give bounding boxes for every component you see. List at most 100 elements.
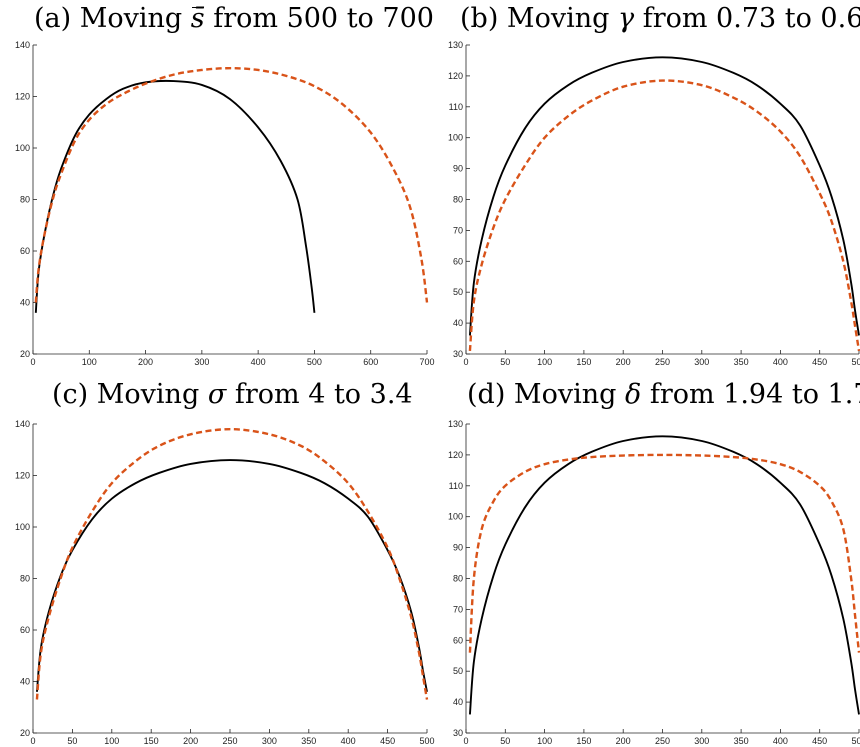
- y-tick-label-a: 100: [15, 143, 30, 153]
- chart-b: 30 40 50 60 70 80 90 100 110 120 130 0 50 100 150 200 25…: [448, 40, 860, 367]
- panel-title-c-suffix: from 4 to 3.4: [226, 379, 413, 410]
- x-tick-label-d: 150: [576, 736, 591, 746]
- y-tick-label-c: 120: [15, 471, 30, 481]
- y-tick-label-b: 90: [453, 164, 463, 174]
- x-tick-label-d: 350: [734, 736, 749, 746]
- y-tick-label-b: 120: [448, 71, 463, 81]
- series-line-d-solid: [468, 435, 860, 715]
- x-tick-label-c: 400: [341, 736, 356, 746]
- y-tick-label-d: 90: [453, 543, 463, 553]
- y-tick-label-d: 50: [453, 666, 463, 676]
- x-tick-label-a: 400: [251, 357, 266, 367]
- panel-title-a-suffix: from 500 to 700: [204, 3, 434, 34]
- y-tick-label-c: 60: [20, 625, 30, 635]
- y-tick-label-c: 40: [20, 677, 30, 687]
- x-tick-label-d: 50: [500, 736, 510, 746]
- y-tick-label-d: 120: [448, 450, 463, 460]
- x-tick-label-a: 0: [30, 357, 35, 367]
- x-tick-label-b: 500: [851, 357, 860, 367]
- panel-title-a: (a) Moving s̄ from 500 to 700: [34, 5, 434, 32]
- x-tick-label-b: 400: [773, 357, 788, 367]
- panel-title-d-suffix: from 1.94 to 1.7: [641, 379, 860, 410]
- series-line-a-dashed: [34, 66, 429, 303]
- x-tick-label-c: 150: [144, 736, 159, 746]
- panel-title-d: (d) Moving δ from 1.94 to 1.7: [467, 381, 860, 408]
- x-tick-label-d: 100: [537, 736, 552, 746]
- x-tick-label-d: 300: [694, 736, 709, 746]
- x-tick-label-d: 250: [655, 736, 670, 746]
- panel-title-c-prefix: (c) Moving: [52, 379, 208, 410]
- x-tick-label-a: 200: [138, 357, 153, 367]
- y-tick-label-d: 100: [448, 512, 463, 522]
- panel-title-a-prefix: (a) Moving: [34, 3, 191, 34]
- y-tick-label-a: 80: [20, 195, 30, 205]
- x-tick-label-b: 0: [463, 357, 468, 367]
- panel-title-b-symbol: γ: [617, 3, 635, 34]
- y-tick-label-c: 20: [20, 728, 30, 738]
- x-tick-label-c: 250: [222, 736, 237, 746]
- y-tick-label-d: 80: [453, 574, 463, 584]
- x-tick-label-c: 100: [104, 736, 119, 746]
- panel-title-b-prefix: (b) Moving: [460, 3, 618, 34]
- x-tick-label-a: 700: [419, 357, 434, 367]
- series-line-b-solid: [468, 56, 860, 336]
- y-tick-label-b: 130: [448, 40, 463, 50]
- chart-d: 30 40 50 60 70 80 90 100 110 120 130 0 50 100 150 200 25…: [448, 419, 860, 746]
- panel-title-a-symbol: s̄: [190, 3, 205, 34]
- x-tick-label-c: 200: [183, 736, 198, 746]
- y-tick-label-a: 120: [15, 92, 30, 102]
- x-tick-label-d: 400: [773, 736, 788, 746]
- y-tick-label-b: 100: [448, 133, 463, 143]
- x-tick-label-d: 450: [812, 736, 827, 746]
- y-tick-label-d: 130: [448, 419, 463, 429]
- x-tick-label-b: 200: [616, 357, 631, 367]
- x-tick-label-c: 300: [262, 736, 277, 746]
- x-tick-label-c: 350: [301, 736, 316, 746]
- x-tick-label-d: 500: [851, 736, 860, 746]
- y-tick-label-c: 80: [20, 574, 30, 584]
- panel-title-d-symbol: δ: [624, 379, 642, 410]
- y-tick-label-a: 60: [20, 246, 30, 256]
- x-tick-label-b: 150: [576, 357, 591, 367]
- y-tick-label-c: 140: [15, 419, 30, 429]
- y-tick-label-b: 50: [453, 287, 463, 297]
- panel-title-c-symbol: σ: [207, 379, 227, 410]
- y-tick-label-b: 40: [453, 318, 463, 328]
- y-tick-label-a: 20: [20, 349, 30, 359]
- y-tick-label-a: 40: [20, 298, 30, 308]
- chart-a: 20 40 60 80 100 120 140 0 100 200 300 400 500 600 700: [15, 40, 435, 367]
- y-tick-label-d: 110: [449, 481, 463, 491]
- y-tick-label-b: 110: [449, 102, 463, 112]
- chart-c: 20 40 60 80 100 120 140 0 50 100 150 200 250 300 350 40…: [15, 419, 435, 746]
- x-tick-label-a: 100: [82, 357, 97, 367]
- panel-title-b-suffix: from 0.73 to 0.6: [634, 3, 860, 34]
- x-tick-label-c: 450: [380, 736, 395, 746]
- y-tick-label-a: 140: [15, 40, 30, 50]
- x-tick-label-b: 100: [537, 357, 552, 367]
- y-tick-label-d: 70: [453, 604, 463, 614]
- x-tick-label-d: 200: [616, 736, 631, 746]
- x-tick-label-b: 350: [734, 357, 749, 367]
- x-tick-label-b: 250: [655, 357, 670, 367]
- x-tick-label-b: 450: [812, 357, 827, 367]
- panel-title-d-prefix: (d) Moving: [467, 379, 625, 410]
- y-tick-label-d: 60: [453, 635, 463, 645]
- x-tick-label-a: 600: [363, 357, 378, 367]
- panel-title-b: (b) Moving γ from 0.73 to 0.6: [460, 5, 860, 32]
- series-line-b-dashed: [468, 79, 860, 352]
- y-tick-label-b: 60: [453, 256, 463, 266]
- y-tick-label-d: 30: [453, 728, 463, 738]
- panel-title-c: (c) Moving σ from 4 to 3.4: [52, 381, 413, 408]
- x-tick-label-d: 0: [463, 736, 468, 746]
- y-tick-label-b: 70: [453, 225, 463, 235]
- x-tick-label-b: 50: [500, 357, 510, 367]
- x-tick-label-c: 500: [419, 736, 434, 746]
- y-tick-label-d: 40: [453, 697, 463, 707]
- x-tick-label-a: 300: [194, 357, 209, 367]
- x-tick-label-b: 300: [694, 357, 709, 367]
- x-tick-label-c: 0: [30, 736, 35, 746]
- x-tick-label-c: 50: [67, 736, 77, 746]
- series-line-d-dashed: [468, 453, 860, 653]
- y-tick-label-b: 80: [453, 195, 463, 205]
- y-tick-label-b: 30: [453, 349, 463, 359]
